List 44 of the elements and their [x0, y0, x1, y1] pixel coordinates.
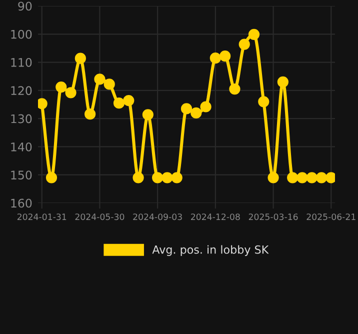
point [142, 109, 154, 120]
point [268, 172, 279, 184]
point [132, 172, 144, 184]
point [46, 172, 58, 184]
point [56, 81, 67, 93]
x-tick-label: 2024-09-03 [133, 214, 182, 220]
point [316, 172, 328, 184]
x-tick-label: 2025-06-21 [306, 214, 356, 220]
x-tick-label: 2025-03-16 [248, 214, 298, 220]
x-tick-label: 2024-01-31 [17, 214, 66, 220]
point [220, 50, 231, 62]
y-tick-label: 110 [11, 58, 32, 67]
y-tick-label: 120 [11, 86, 32, 96]
point [152, 172, 164, 184]
x-tick-label: 2024-05-30 [75, 214, 124, 220]
point [210, 52, 221, 64]
point [171, 172, 182, 184]
point [94, 74, 106, 85]
y-tick-label: 100 [11, 30, 32, 39]
point [180, 103, 192, 114]
point [200, 101, 212, 112]
point [248, 28, 260, 40]
point [65, 87, 76, 98]
point [84, 108, 96, 120]
point [277, 76, 288, 88]
point [229, 83, 240, 95]
y-tick-label: 140 [11, 142, 32, 152]
point [162, 172, 173, 184]
legend-label: Avg. pos. in lobby SK [152, 245, 269, 256]
point [190, 107, 202, 118]
point [104, 78, 115, 90]
point [258, 96, 270, 108]
point [287, 172, 298, 184]
point [306, 172, 318, 184]
point [296, 172, 308, 184]
y-tick-label: 90 [18, 2, 32, 11]
point [74, 52, 86, 64]
point [238, 38, 250, 50]
point [123, 95, 134, 106]
x-tick-label: 2024-12-08 [191, 214, 240, 220]
y-tick-label: 150 [11, 170, 32, 180]
point [113, 98, 125, 109]
y-tick-label: 130 [11, 114, 32, 124]
y-tick-label: 160 [11, 198, 32, 208]
